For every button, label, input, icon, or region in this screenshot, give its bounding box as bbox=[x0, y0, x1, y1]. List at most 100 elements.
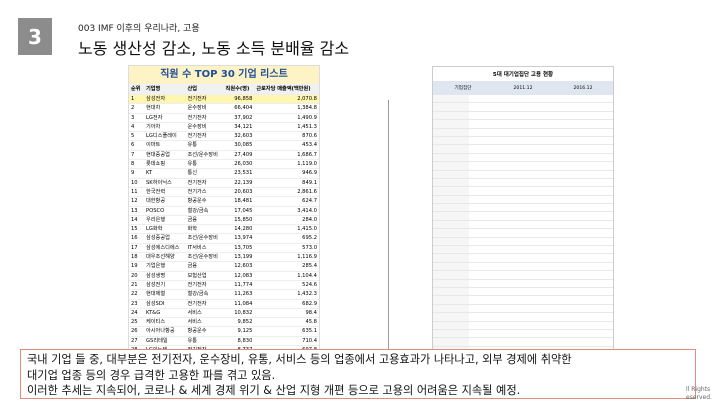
table-cell: 870.6 bbox=[254, 131, 319, 142]
table-cell: 11,774 bbox=[223, 280, 255, 291]
table-cell: 삼성에스디에스 bbox=[144, 243, 186, 254]
table-cell: 2 bbox=[129, 103, 144, 114]
table-cell: 15 bbox=[129, 224, 144, 235]
table-row: 17 삼성에스디에스 IT서비스 13,705 573.0 bbox=[129, 243, 319, 254]
table-row: 22 현대제철 철강/금속 11,263 1,432.3 bbox=[129, 289, 319, 300]
title: 노동 생산성 감소, 노동 소득 분배율 감소 bbox=[78, 39, 350, 58]
table-cell: POSCO bbox=[144, 206, 186, 216]
table-cell: 전기가스 bbox=[185, 187, 224, 198]
table-cell: 5 bbox=[129, 131, 144, 142]
table-cell: 1,384.8 bbox=[254, 103, 319, 114]
table-cell: 37,902 bbox=[223, 113, 255, 123]
table-cell: KT&G bbox=[144, 308, 186, 319]
table-row bbox=[433, 262, 613, 272]
table-row bbox=[433, 153, 613, 163]
table-cell: 1,686.7 bbox=[254, 150, 319, 161]
note-box: 국내 기업 들 중, 대부분은 전기전자, 운수장비, 유통, 서비스 등의 업… bbox=[20, 349, 696, 399]
table-cell: IT서비스 bbox=[185, 243, 224, 254]
table-row bbox=[433, 178, 613, 188]
table-cell: 금융 bbox=[185, 215, 224, 226]
table-cell: 24 bbox=[129, 308, 144, 319]
table-cell: 25 bbox=[129, 317, 144, 328]
table-cell: LG디스플레이 bbox=[144, 131, 186, 142]
table-cell: 23 bbox=[129, 299, 144, 309]
table-cell: 710.4 bbox=[254, 336, 319, 347]
table-cell: 14,280 bbox=[223, 224, 255, 235]
table-row bbox=[433, 128, 613, 137]
table-cell: 1,490.9 bbox=[254, 113, 319, 123]
group-table: 5대 대기업집단 고용 현황 기업집단 2011.12 2016.12 bbox=[432, 66, 614, 398]
table-cell: 현대차 bbox=[144, 103, 186, 114]
table-row: 26 아시아나항공 항공운수 9,125 635.1 bbox=[129, 326, 319, 337]
table-cell: 1,104.4 bbox=[254, 271, 319, 281]
table-row: 24 KT&G 서비스 10,832 98.4 bbox=[129, 308, 319, 319]
table-row bbox=[433, 170, 613, 179]
table-cell: 전기전자 bbox=[185, 113, 224, 123]
table-cell: 9,852 bbox=[223, 317, 255, 328]
header-cell: 기업명 bbox=[144, 84, 186, 95]
table-cell: 20 bbox=[129, 271, 144, 281]
table-cell: 22 bbox=[129, 289, 144, 300]
table-row: 10 SK하이닉스 전기전자 22,139 849.1 bbox=[129, 178, 319, 188]
table-cell: 45.8 bbox=[254, 317, 319, 328]
table-cell: 635.1 bbox=[254, 326, 319, 337]
table-row: 4 기아차 운수장비 34,121 1,451.3 bbox=[129, 122, 319, 133]
table-row: 11 한국전력 전기가스 20,603 2,861.6 bbox=[129, 187, 319, 198]
table-cell: 32,603 bbox=[223, 131, 255, 142]
table-cell: 34,121 bbox=[223, 122, 255, 133]
table-row: 13 POSCO 철강/금속 17,045 3,414.0 bbox=[129, 206, 319, 216]
table-cell: 삼성전기 bbox=[144, 280, 186, 291]
table-cell: 통신 bbox=[185, 168, 224, 179]
table-cell: 삼성전자 bbox=[144, 94, 186, 105]
table-row bbox=[433, 313, 613, 322]
table-row bbox=[433, 212, 613, 221]
table-cell: 금융 bbox=[185, 261, 224, 272]
table-cell: 9,125 bbox=[223, 326, 255, 337]
table-cell: 이마트 bbox=[144, 140, 186, 151]
table-cell: 11,263 bbox=[223, 289, 255, 300]
table-cell: 1,116.9 bbox=[254, 252, 319, 263]
table-cell: 한국전력 bbox=[144, 187, 186, 198]
table-cell: 철강/금속 bbox=[185, 289, 224, 300]
table-cell: 화학 bbox=[185, 224, 224, 235]
table-row bbox=[433, 279, 613, 288]
table-row: 14 우리은행 금융 15,850 284.0 bbox=[129, 215, 319, 226]
table-cell: 16 bbox=[129, 233, 144, 244]
table-cell: 1,432.3 bbox=[254, 289, 319, 300]
table-row bbox=[433, 136, 613, 146]
table-row bbox=[433, 287, 613, 297]
table-cell: 946.9 bbox=[254, 168, 319, 179]
table-row: 15 LG화학 화학 14,280 1,415.0 bbox=[129, 224, 319, 235]
table-cell: 항공운수 bbox=[185, 326, 224, 337]
table-cell: 3 bbox=[129, 113, 144, 123]
table-cell: 26,030 bbox=[223, 159, 255, 170]
table-row: 5 LG디스플레이 전기전자 32,603 870.6 bbox=[129, 131, 319, 142]
table-cell: 8,830 bbox=[223, 336, 255, 347]
table-cell: 삼성생명 bbox=[144, 271, 186, 281]
table-cell: 조선/운수장비 bbox=[185, 150, 224, 161]
table-cell: 9 bbox=[129, 168, 144, 179]
table-cell: 기아차 bbox=[144, 122, 186, 133]
table-row: 21 삼성전기 전기전자 11,774 524.6 bbox=[129, 280, 319, 291]
table-cell: 27 bbox=[129, 336, 144, 347]
table-cell: 682.9 bbox=[254, 299, 319, 309]
copyright: ll Rights eserved. bbox=[686, 386, 712, 402]
employee-table: 직원 수 TOP 30 기업 리스트 순위 기업명 산업 직원수(명) 근로자당 매출액… bbox=[128, 65, 320, 383]
table-cell: 573.0 bbox=[254, 243, 319, 254]
note-line: 이러한 추세는 지속되어, 코로나 & 세계 경제 위기 & 산업 지형 개편 … bbox=[27, 384, 521, 397]
table-row bbox=[433, 103, 613, 112]
table-row: 12 대한항공 항공운수 18,481 624.7 bbox=[129, 196, 319, 207]
table-cell: 삼성SDI bbox=[144, 299, 186, 309]
table-cell: 18 bbox=[129, 252, 144, 263]
header-cell: 직원수(명) bbox=[223, 84, 255, 95]
table-cell: 849.1 bbox=[254, 178, 319, 188]
table-cell: 2,070.8 bbox=[254, 94, 319, 105]
table-cell: 보험산업 bbox=[185, 271, 224, 281]
table-cell: 현대제철 bbox=[144, 289, 186, 300]
table-cell: 3,414.0 bbox=[254, 206, 319, 216]
table-cell: 524.6 bbox=[254, 280, 319, 291]
header-cell: 순위 bbox=[129, 84, 144, 95]
table-row bbox=[433, 304, 613, 314]
table-row: 27 GS리테일 유통 8,830 710.4 bbox=[129, 336, 319, 347]
table-cell: 18,481 bbox=[223, 196, 255, 207]
